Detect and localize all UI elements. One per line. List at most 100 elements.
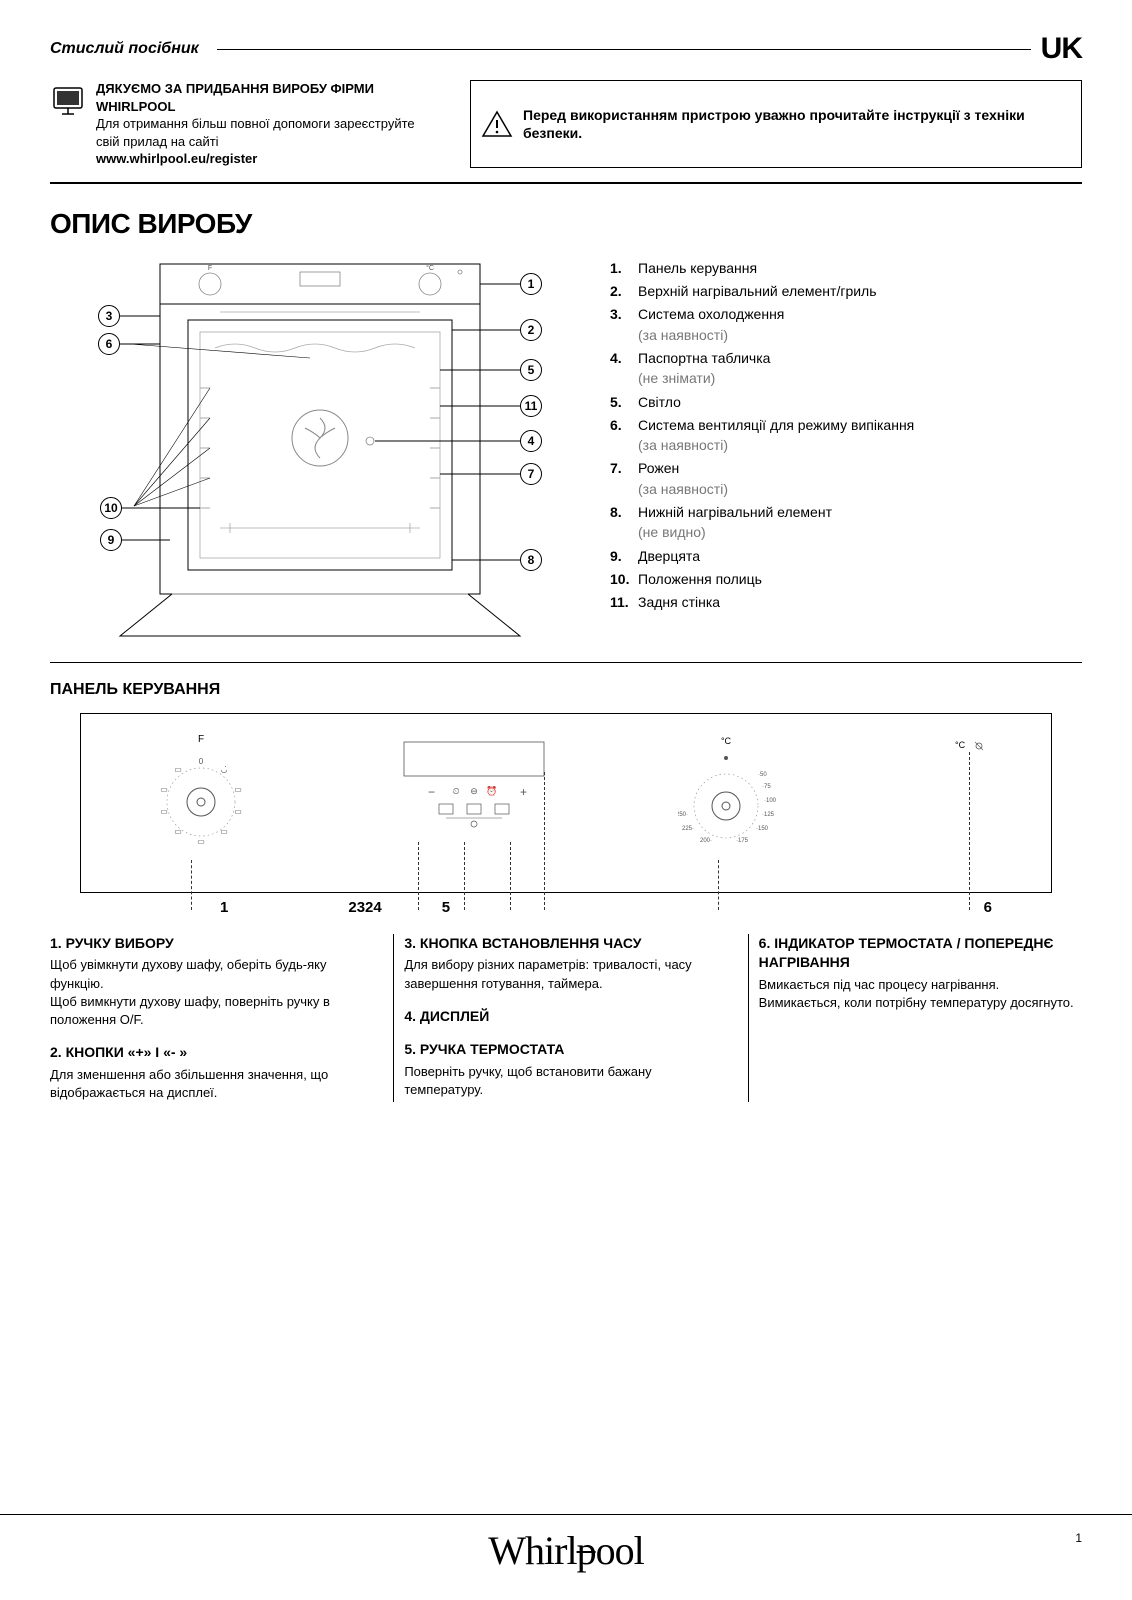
thanks-title: ДЯКУЄМО ЗА ПРИДБАННЯ ВИРОБУ ФІРМИ WHIRLP… <box>96 81 374 114</box>
header-line <box>217 49 1031 50</box>
legend-item: 11.Задня стінка <box>610 592 1082 612</box>
svg-text:·100: ·100 <box>764 798 777 804</box>
panel-diagram: F 0 ◡̇ ▭ ▭ ▭ ▭ ▭ ▭ ▭ ▭ − + <box>80 713 1052 893</box>
svg-text:F: F <box>198 734 204 745</box>
svg-text:+: + <box>520 785 527 799</box>
panel-label: 3 <box>357 899 365 916</box>
svg-text:▭: ▭ <box>234 785 242 794</box>
svg-text:·175: ·175 <box>736 838 749 844</box>
svg-text:°C: °C <box>426 264 434 272</box>
diagram-badge-3: 3 <box>98 305 120 327</box>
svg-text:▭: ▭ <box>160 785 168 794</box>
panel-label: 1 <box>220 899 228 916</box>
legend-item: 10.Положення полиць <box>610 569 1082 589</box>
separator <box>50 182 1082 184</box>
panel-labels-row: 1 2 3 2 4 5 6 <box>80 899 1052 916</box>
leader-line <box>464 842 465 910</box>
leader-line <box>510 842 511 910</box>
column-2: 3. КНОПКА ВСТАНОВЛЕННЯ ЧАСУ Для вибору р… <box>393 934 727 1102</box>
control-body: Для зменшення або збільшення значення, щ… <box>50 1066 373 1102</box>
svg-text:200·: 200· <box>700 838 712 844</box>
control-body: Поверніть ручку, щоб встановити бажану т… <box>404 1063 727 1099</box>
svg-text:°C: °C <box>721 736 732 746</box>
warning-text: Перед використанням пристрою уважно проч… <box>523 106 1067 142</box>
leader-line <box>544 772 545 910</box>
diagram-badge-11: 11 <box>520 395 542 417</box>
svg-text:250·: 250· <box>678 812 688 818</box>
svg-text:▭: ▭ <box>220 827 228 836</box>
legend-item: 5.Світло <box>610 392 1082 412</box>
legend-item: 1.Панель керування <box>610 258 1082 278</box>
control-body: Щоб увімкнути духову шафу, оберіть будь-… <box>50 956 373 1029</box>
panel-zone-display: − + ⏲ ⊖ ⏰ <box>374 732 574 892</box>
svg-text:▭: ▭ <box>174 765 182 774</box>
register-url: www.whirlpool.eu/register <box>96 151 257 166</box>
svg-text:−: − <box>428 785 435 799</box>
brand-logo: Whirlpool <box>488 1528 643 1573</box>
svg-text:▭: ▭ <box>234 807 242 816</box>
control-title: 5. РУЧКА ТЕРМОСТАТА <box>404 1040 727 1060</box>
panel-zone-thermostat: °C ·50 ·75 ·100 ·125 ·150 ·175 200· 225·… <box>658 732 838 892</box>
diagram-badge-2: 2 <box>520 319 542 341</box>
panel-zone-function: F 0 ◡̇ ▭ ▭ ▭ ▭ ▭ ▭ ▭ ▭ <box>111 732 291 892</box>
intro-row: ДЯКУЄМО ЗА ПРИДБАННЯ ВИРОБУ ФІРМИ WHIRLP… <box>50 80 1082 168</box>
panel-label: 2 <box>365 899 373 916</box>
svg-text:F: F <box>208 265 212 272</box>
control-title: 6. ІНДИКАТОР ТЕРМОСТАТА / ПОПЕРЕДНЄ НАГР… <box>759 934 1082 973</box>
svg-text:225·: 225· <box>682 826 694 832</box>
svg-text:·125: ·125 <box>762 812 775 818</box>
legend-list: 1.Панель керування 2.Верхній нагрівальни… <box>600 258 1082 638</box>
leader-line <box>418 842 419 910</box>
panel-label: 6 <box>984 899 992 916</box>
control-title: 3. КНОПКА ВСТАНОВЛЕННЯ ЧАСУ <box>404 934 727 954</box>
control-title: 1. РУЧКУ ВИБОРУ <box>50 934 373 954</box>
svg-text:·150: ·150 <box>756 826 769 832</box>
control-panel-title: ПАНЕЛЬ КЕРУВАННЯ <box>50 681 1082 699</box>
svg-text:0: 0 <box>199 757 204 766</box>
intro-left: ДЯКУЄМО ЗА ПРИДБАННЯ ВИРОБУ ФІРМИ WHIRLP… <box>50 80 430 168</box>
legend-item: 9.Дверцята <box>610 546 1082 566</box>
svg-text:◡̇: ◡̇ <box>221 765 228 774</box>
panel-label: 2 <box>348 899 356 916</box>
diagram-badge-6: 6 <box>98 333 120 355</box>
help-text: Для отримання більш повної допомоги заре… <box>96 116 415 149</box>
legend-item: 2.Верхній нагрівальний елемент/гриль <box>610 281 1082 301</box>
footer: Whirlpool 1 <box>0 1514 1132 1574</box>
svg-text:·50: ·50 <box>758 772 767 778</box>
svg-text:⏰: ⏰ <box>487 785 498 796</box>
warning-icon <box>481 110 513 138</box>
panel-label: 4 <box>373 899 381 916</box>
separator-thin <box>50 662 1082 663</box>
product-diagram: F °C <box>50 258 570 638</box>
svg-text:·75: ·75 <box>762 784 771 790</box>
legend-item: 8.Нижній нагрівальний елемент(не видно) <box>610 502 1082 543</box>
legend-item: 4.Паспортна табличка(не знімати) <box>610 348 1082 389</box>
diagram-badge-10: 10 <box>100 497 122 519</box>
column-3: 6. ІНДИКАТОР ТЕРМОСТАТА / ПОПЕРЕДНЄ НАГР… <box>748 934 1082 1102</box>
control-title: 2. КНОПКИ «+» І «- » <box>50 1043 373 1063</box>
svg-text:⊖: ⊖ <box>471 786 479 796</box>
diagram-badge-4: 4 <box>520 430 542 452</box>
control-body: Для вибору різних параметрів: тривалості… <box>404 956 727 992</box>
svg-text:▭: ▭ <box>197 837 205 846</box>
column-1: 1. РУЧКУ ВИБОРУ Щоб увімкнути духову шаф… <box>50 934 373 1102</box>
product-row: F °C <box>50 258 1082 638</box>
panel-label: 5 <box>442 899 450 916</box>
leader-line <box>969 752 970 910</box>
svg-text:°C: °C <box>955 740 966 750</box>
control-body: Вмикається під час процесу нагрівання. В… <box>759 976 1082 1012</box>
columns: 1. РУЧКУ ВИБОРУ Щоб увімкнути духову шаф… <box>50 934 1082 1102</box>
diagram-badge-7: 7 <box>520 463 542 485</box>
diagram-badge-1: 1 <box>520 273 542 295</box>
legend-item: 6.Система вентиляції для режиму випіканн… <box>610 415 1082 456</box>
warning-box: Перед використанням пристрою уважно проч… <box>470 80 1082 168</box>
monitor-icon <box>50 84 86 120</box>
page-number: 1 <box>1075 1531 1082 1545</box>
header-row: Стислий посібник UK <box>50 32 1082 66</box>
leader-line <box>718 860 719 910</box>
legend-item: 7.Рожен(за наявності) <box>610 458 1082 499</box>
svg-text:⏲: ⏲ <box>453 786 460 796</box>
diagram-badge-8: 8 <box>520 549 542 571</box>
legend-item: 3.Система охолодження(за наявності) <box>610 304 1082 345</box>
diagram-badge-9: 9 <box>100 529 122 551</box>
